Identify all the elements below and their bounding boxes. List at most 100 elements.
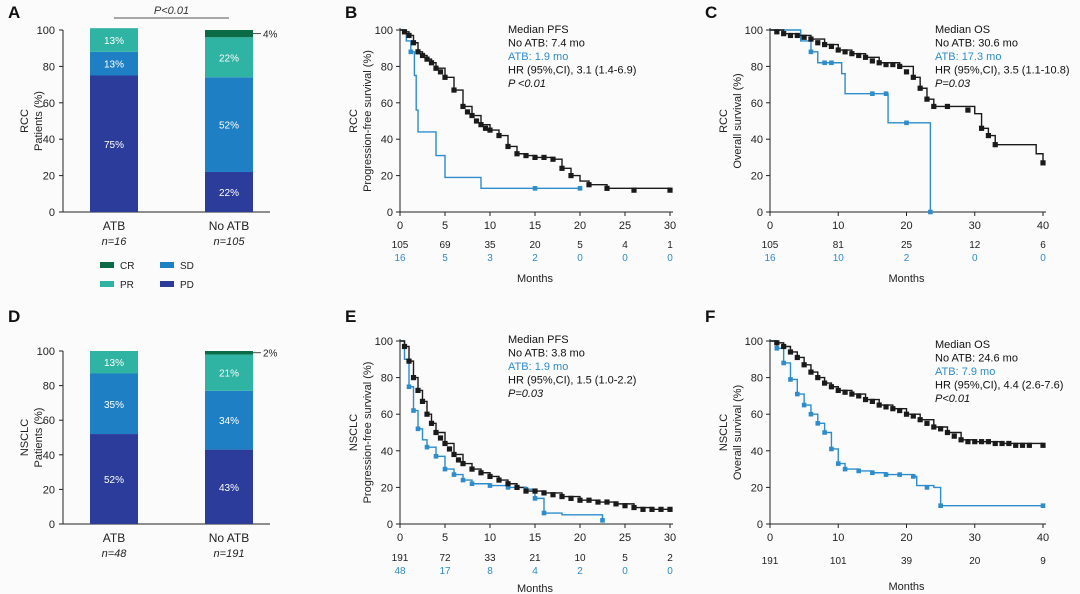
risk-count-no-atb: 10 [574, 553, 586, 564]
x-axis-title: Months [888, 581, 925, 593]
annotation-hazard-ratio: HR (95%,CI), 3.5 (1.1-10.8) [935, 65, 1070, 77]
bar-value-label: 52% [219, 121, 239, 132]
no-atb-censor-mark [446, 446, 453, 452]
y-tick-label-A: 0 [49, 207, 55, 219]
y-tick-label: 80 [381, 373, 393, 385]
no-atb-censor-mark [496, 477, 502, 483]
no-atb-censor-mark [473, 118, 480, 124]
no-atb-censor-mark [622, 503, 628, 509]
no-atb-censor-mark [631, 504, 637, 511]
x-tick-label: 0 [767, 532, 773, 544]
no-atb-censor-mark [451, 87, 457, 93]
legend-pd-label: PD [180, 280, 194, 291]
risk-count-atb: 10 [833, 253, 845, 264]
no-atb-censor-mark [428, 420, 435, 426]
panel-letter-F: F [705, 307, 715, 326]
atb-censor-mark [822, 430, 827, 435]
annotation-title: Median OS [935, 339, 990, 351]
x-tick-label: 40 [1037, 220, 1049, 232]
atb-censor-mark [938, 503, 943, 508]
no-atb-censor-mark [801, 362, 807, 368]
legend-pr-label: PR [120, 280, 134, 291]
atb-censor-mark [808, 49, 814, 55]
risk-count-atb: 0 [622, 253, 628, 264]
no-atb-censor-mark [958, 437, 964, 443]
bar-value-label: 13% [104, 60, 124, 71]
atb-censor-mark [541, 510, 547, 516]
risk-count-no-atb: 39 [901, 556, 913, 567]
no-atb-censor-mark [910, 413, 916, 419]
legend-sd-label: SD [180, 261, 194, 272]
x-tick-label: 20 [900, 220, 912, 232]
y-axis-title-B: Progression-free survival (%) [362, 50, 374, 192]
x-tick-label: 0 [397, 532, 403, 544]
no-atb-censor-mark [401, 343, 408, 350]
y-tick-label: 0 [387, 207, 393, 219]
atb-censor-mark [870, 470, 875, 476]
no-atb-censor-mark [1006, 440, 1012, 447]
annotation-atb-median: ATB: 1.9 mo [508, 51, 568, 63]
no-atb-censor-mark [774, 29, 780, 35]
no-atb-censor-mark [897, 407, 903, 414]
no-atb-censor-mark [464, 109, 471, 115]
no-atb-censor-mark [550, 492, 556, 498]
atb-censor-mark [795, 391, 800, 397]
x-tick-label: 25 [619, 532, 631, 544]
no-atb-censor-mark [965, 107, 971, 113]
risk-count-no-atb: 35 [484, 240, 496, 251]
risk-count-no-atb: 191 [762, 556, 779, 567]
y-tick-label: 20 [751, 171, 763, 183]
no-atb-censor-mark [577, 497, 583, 503]
no-atb-censor-mark [985, 132, 991, 139]
legend-pd-swatch [160, 281, 174, 287]
risk-count-no-atb: 81 [833, 240, 845, 251]
legend-pr-swatch [100, 281, 114, 287]
panel-letter-E: E [345, 307, 356, 326]
atb-censor-mark [883, 472, 889, 477]
bar-segment-sd [90, 51, 138, 76]
x-tick-label: 10 [484, 220, 496, 232]
bar-segment-pr [90, 351, 138, 374]
no-atb-censor-mark [842, 49, 848, 55]
no-atb-censor-mark [505, 143, 511, 150]
atb-censor-mark [505, 485, 511, 490]
no-atb-censor-mark [478, 122, 484, 128]
risk-count-no-atb: 4 [622, 240, 628, 251]
no-atb-censor-mark [496, 132, 502, 139]
atb-censor-mark [904, 120, 909, 126]
risk-count-atb: 16 [764, 253, 776, 264]
atb-censor-mark [911, 474, 916, 479]
x-tick-label: 30 [664, 532, 676, 544]
no-atb-censor-mark [985, 439, 991, 445]
no-atb-censor-mark [931, 103, 937, 110]
atb-censor-mark [808, 411, 814, 417]
no-atb-censor-mark [917, 85, 923, 91]
bar-segment-pr [205, 37, 253, 78]
y-tick-label: 40 [751, 134, 763, 146]
annotation-atb-median: ATB: 1.9 mo [508, 361, 568, 373]
no-atb-censor-mark [849, 391, 855, 397]
y-axis-title-E: Progression-free survival (%) [362, 362, 374, 504]
atb-censor-mark [1040, 503, 1046, 508]
no-atb-censor-mark [835, 387, 841, 394]
risk-count-no-atb: 20 [529, 240, 541, 251]
x-tick-label: 15 [529, 532, 541, 544]
no-atb-censor-mark [924, 96, 930, 102]
panel-letter-C: C [705, 3, 717, 22]
y-tick-label: 40 [381, 134, 393, 146]
atb-censor-mark [924, 485, 930, 490]
row-label-F: NSCLC [718, 414, 730, 451]
no-atb-censor-mark [978, 439, 985, 445]
no-atb-censor-mark [822, 41, 828, 48]
no-atb-censor-mark [658, 506, 664, 512]
y-tick-label-D: 20 [43, 484, 55, 496]
risk-count-no-atb: 5 [622, 553, 628, 564]
no-atb-censor-mark [876, 60, 882, 66]
bar-value-label: 21% [219, 369, 239, 380]
no-atb-censor-mark [442, 74, 448, 80]
panel-letter-B: B [345, 3, 357, 22]
atb-censor-mark [829, 446, 834, 452]
atb-censor-mark [897, 472, 902, 477]
response-legend: CR SD PR PD [100, 261, 194, 291]
no-atb-censor-mark [897, 63, 903, 69]
